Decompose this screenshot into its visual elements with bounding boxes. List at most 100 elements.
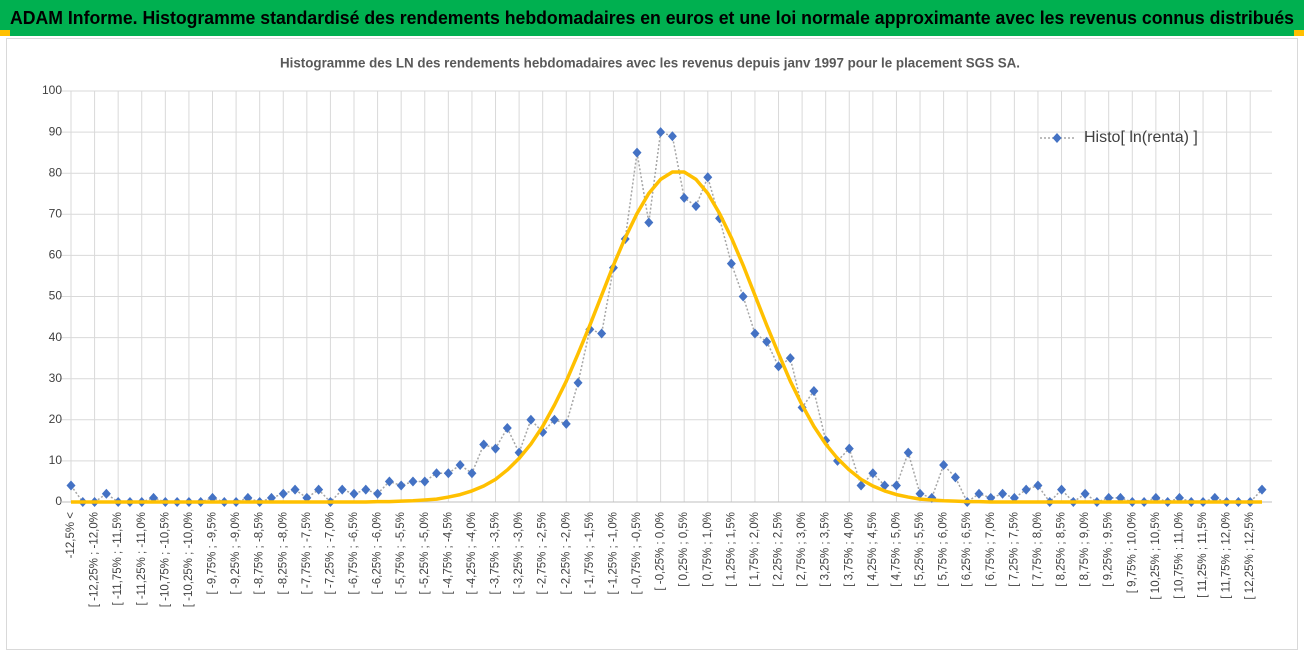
- y-tick-label: 20: [49, 412, 63, 426]
- data-point: [1033, 480, 1043, 491]
- y-tick-label: 50: [49, 289, 63, 303]
- data-point: [361, 484, 371, 495]
- x-tick-label: [ 2,75% ; 3,0%: [796, 512, 808, 587]
- x-tick-label: [ 12,25% ; 12,5%: [1244, 512, 1256, 600]
- x-tick-label: [ -9,25% ; -9,0%: [230, 512, 242, 594]
- data-point: [974, 488, 984, 499]
- corner-accent: [0, 30, 10, 36]
- x-tick-label: [ 1,75% ; 2,0%: [749, 512, 761, 587]
- x-tick-label: [ -0,75% ; -0,5%: [631, 512, 643, 594]
- x-tick-label: [ 10,75% ; 11,0%: [1173, 512, 1185, 599]
- y-tick-label: 40: [49, 330, 63, 344]
- title-bar: [0, 0, 1304, 36]
- x-tick-label: [ 6,25% ; 6,5%: [961, 512, 973, 587]
- x-tick-label: [ -10,75% ; -10,5%: [159, 512, 171, 607]
- data-point: [349, 488, 359, 499]
- data-point: [880, 480, 890, 491]
- data-point: [703, 172, 713, 183]
- y-tick-label: 10: [49, 453, 63, 467]
- data-point: [290, 484, 300, 495]
- data-point: [278, 488, 288, 499]
- data-point: [785, 353, 795, 364]
- data-point: [950, 472, 960, 483]
- x-tick-label: -12,5% <: [65, 512, 77, 559]
- x-tick-label: [ 4,25% ; 4,5%: [867, 512, 879, 587]
- data-point: [314, 484, 324, 495]
- x-tick-label: [ -11,75% ; -11,5%: [112, 512, 124, 606]
- data-point: [396, 480, 406, 491]
- x-tick-label: [ 0,75% ; 1,0%: [702, 512, 714, 587]
- data-point: [903, 447, 913, 458]
- x-tick-label: [ -7,75% ; -7,5%: [301, 512, 313, 594]
- data-point: [750, 328, 760, 339]
- x-tick-label: [ -6,25% ; -6,0%: [372, 512, 384, 594]
- x-tick-label: [ 3,75% ; 4,0%: [843, 512, 855, 587]
- x-tick-label: [ 6,75% ; 7,0%: [985, 512, 997, 587]
- data-point: [467, 468, 477, 479]
- data-point: [549, 414, 559, 425]
- data-point: [644, 217, 654, 228]
- series-line: [71, 170, 1262, 504]
- data-point: [479, 439, 489, 450]
- data-point: [526, 414, 536, 425]
- x-tick-label: [ -8,25% ; -8,0%: [277, 512, 289, 594]
- y-tick-label: 80: [49, 165, 63, 179]
- y-tick-label: 100: [42, 83, 62, 97]
- data-point: [455, 460, 465, 471]
- data-point: [632, 147, 642, 158]
- x-tick-label: [ 8,25% ; 8,5%: [1056, 512, 1068, 587]
- x-tick-label: [ -10,25% ; -10,0%: [183, 512, 195, 607]
- x-tick-label: [ 5,25% ; 5,5%: [914, 512, 926, 587]
- data-point: [738, 291, 748, 302]
- x-tick-label: [ -8,75% ; -8,5%: [254, 512, 266, 594]
- x-tick-label: [ -2,25% ; -2,0%: [560, 512, 572, 594]
- y-tick-label: 30: [49, 371, 63, 385]
- data-point: [1080, 488, 1090, 499]
- x-tick-label: [ -12,25% ; -12,0%: [89, 512, 101, 607]
- x-tick-label: [ 3,25% ; 3,5%: [820, 512, 832, 587]
- chart-subtitle: Histogramme des LN des rendements hebdom…: [280, 55, 1020, 71]
- data-point: [868, 468, 878, 479]
- x-tick-label: [ 9,25% ; 9,5%: [1103, 512, 1115, 587]
- corner-accent: [1294, 30, 1304, 36]
- data-point: [561, 418, 571, 429]
- x-tick-label: [ -5,75% ; -5,5%: [395, 512, 407, 594]
- data-point: [66, 480, 76, 491]
- x-tick-label: [ -6,75% ; -6,5%: [348, 512, 360, 594]
- data-point: [373, 488, 383, 499]
- data-point: [856, 480, 866, 491]
- x-tick-label: [ -2,75% ; -2,5%: [537, 512, 549, 594]
- x-tick-label: [ 4,75% ; 5,0%: [890, 512, 902, 587]
- x-tick-label: [ 11,25% ; 11,5%: [1197, 512, 1209, 598]
- data-point: [679, 192, 689, 203]
- x-tick-label: [ 9,75% ; 10,0%: [1126, 512, 1138, 593]
- data-point: [726, 258, 736, 269]
- data-point: [384, 476, 394, 487]
- x-tick-label: [ -4,75% ; -4,5%: [442, 512, 454, 594]
- data-point: [691, 201, 701, 212]
- data-point: [502, 423, 512, 434]
- data-point: [809, 386, 819, 397]
- data-point: [915, 488, 925, 499]
- x-tick-label: [ -3,25% ; -3,0%: [513, 512, 525, 594]
- x-tick-label: [ 11,75% ; 12,0%: [1221, 512, 1233, 599]
- data-point: [573, 377, 583, 388]
- x-tick-label: [ -3,75% ; -3,5%: [490, 512, 502, 594]
- data-point: [667, 131, 677, 142]
- x-tick-label: [ 2,25% ; 2,5%: [773, 512, 785, 587]
- x-tick-label: [ -0,25% ; 0,0%: [655, 512, 667, 591]
- x-tick-label: [ 10,25% ; 10,5%: [1150, 512, 1162, 600]
- x-tick-label: [ -11,25% ; -11,0%: [136, 512, 148, 606]
- x-tick-label: [ -9,75% ; -9,5%: [207, 512, 219, 594]
- data-point: [939, 460, 949, 471]
- x-tick-label: [ -1,25% ; -1,0%: [607, 512, 619, 594]
- data-point: [656, 127, 666, 138]
- x-tick-label: [ 0,25% ; 0,5%: [678, 512, 690, 587]
- x-tick-label: [ -5,25% ; -5,0%: [419, 512, 431, 594]
- legend-label: Histo[ ln(renta) ]: [1084, 129, 1198, 146]
- data-point: [420, 476, 430, 487]
- x-tick-label: [ 7,75% ; 8,0%: [1032, 512, 1044, 587]
- chart-title: ADAM Informe. Histogramme standardisé de…: [10, 8, 1294, 28]
